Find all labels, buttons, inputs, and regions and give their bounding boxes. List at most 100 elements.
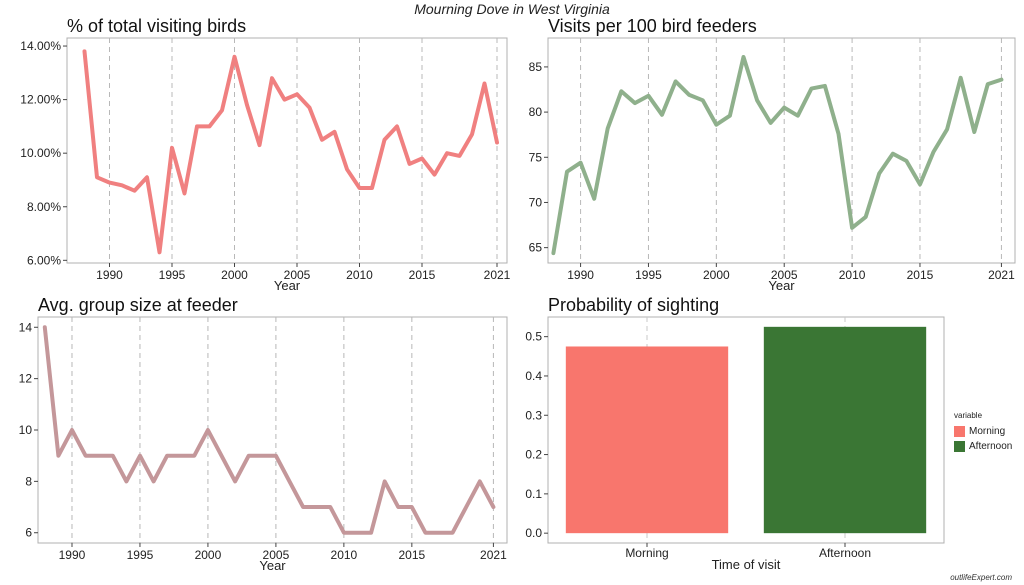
- panel1-data-point: [483, 82, 487, 86]
- panel2-ytick-label: 85: [529, 60, 543, 74]
- panel2-data-point: [972, 130, 976, 134]
- panel1-data-point: [408, 162, 412, 166]
- panel3-plot-frame: [37, 316, 508, 544]
- panel1-xtick-label: 2021: [484, 268, 511, 282]
- panel3-data-point: [301, 505, 305, 509]
- panel2-data-point: [701, 98, 705, 102]
- panel3-data-point: [315, 505, 319, 509]
- panel3-data-point: [423, 531, 427, 535]
- panel1-xlabel: Year: [274, 278, 301, 293]
- panel3-data-point: [165, 454, 169, 458]
- panel1-data-point: [195, 124, 199, 128]
- panel2-data-point: [660, 113, 664, 117]
- panel2-data-point: [986, 82, 990, 86]
- panel1-data-point: [83, 49, 87, 53]
- panel3-data-point: [152, 479, 156, 483]
- panel3-data-point: [84, 454, 88, 458]
- panel1-ytick-label: 10.00%: [20, 146, 61, 160]
- panel2-data-point: [850, 226, 854, 230]
- panel2-plot-frame: [547, 37, 1016, 264]
- panel3-data-point: [355, 531, 359, 535]
- panel2-data-point: [714, 123, 718, 127]
- panel3-ytick-label: 12: [19, 372, 33, 386]
- panel3-data-point: [369, 531, 373, 535]
- panel1-data-point: [95, 175, 99, 179]
- panel3-data-point: [138, 454, 142, 458]
- panel1-data-point: [258, 143, 262, 147]
- legend-label-morning: Morning: [969, 426, 1006, 437]
- panel1-data-point: [158, 250, 162, 254]
- panel1-data-point: [358, 186, 362, 190]
- panel2-data-point: [904, 159, 908, 163]
- panel2-data-point: [823, 84, 827, 88]
- figure-title: Mourning Dove in West Virginia: [414, 1, 610, 17]
- panel2-ytick-label: 75: [529, 150, 543, 164]
- panel3-data-point: [491, 505, 495, 509]
- watermark: outlifeExpert.com: [950, 573, 1012, 582]
- panel3-data-point: [97, 454, 101, 458]
- legend-label-afternoon: Afternoon: [969, 441, 1013, 452]
- panel2-data-point: [782, 106, 786, 110]
- panel2-data-point: [606, 126, 610, 130]
- panel3-data-point: [192, 454, 196, 458]
- panel3-xtick-label: 1990: [59, 548, 86, 562]
- panel2-xlabel: Year: [768, 278, 795, 293]
- panel1-ytick-label: 12.00%: [20, 93, 61, 107]
- panel4-ytick-label: 0.0: [525, 526, 542, 540]
- panel4-title: Probability of sighting: [548, 295, 719, 315]
- panel1-data-point: [270, 76, 274, 80]
- panel4-ytick-label: 0.1: [525, 487, 542, 501]
- panel2-data-point: [932, 150, 936, 154]
- panel2-data-point: [755, 98, 759, 102]
- panel1-data-point: [145, 175, 149, 179]
- panel1-data-point: [333, 130, 337, 134]
- panel2-xtick-label: 2021: [988, 268, 1015, 282]
- panel1-series-line: [82, 49, 499, 255]
- panel2-xtick-label: 1995: [635, 268, 662, 282]
- panel3-xlabel: Year: [259, 558, 286, 573]
- panel1-data-point: [233, 55, 237, 59]
- panel1-data-point: [295, 92, 299, 96]
- panel1-data-point: [320, 138, 324, 142]
- panel2-data-point: [619, 89, 623, 93]
- legend-title: variable: [954, 411, 983, 420]
- legend-swatch-afternoon: [954, 441, 965, 452]
- panel1-data-point: [370, 186, 374, 190]
- panel2-data-point: [959, 76, 963, 80]
- panel4-xtick-label: Afternoon: [819, 546, 871, 560]
- panel1-data-point: [283, 98, 287, 102]
- panel3-data-point: [396, 505, 400, 509]
- panel3-data-point: [451, 531, 455, 535]
- panel3-data-point: [179, 454, 183, 458]
- panel1-data-point: [420, 157, 424, 161]
- panel1-data-point: [183, 191, 187, 195]
- panel1-data-point: [120, 183, 124, 187]
- panel2-data-point: [945, 127, 949, 131]
- panel2-data-point: [999, 78, 1003, 82]
- panel4-xlabel: Time of visit: [712, 557, 781, 572]
- panel1-data-point: [308, 106, 312, 110]
- panel3-data-point: [478, 479, 482, 483]
- panel3-ytick-label: 14: [19, 320, 33, 334]
- panel3-ytick-label: 8: [25, 474, 32, 488]
- panel2-data-point: [837, 132, 841, 136]
- panel4-xtick-label: Morning: [625, 546, 668, 560]
- panel3-data-point: [220, 454, 224, 458]
- panel4-bar-morning: [565, 346, 729, 534]
- panel2-xtick-label: 2005: [771, 268, 798, 282]
- panel3-data-point: [410, 505, 414, 509]
- legend-item-afternoon: Afternoon: [954, 439, 1012, 454]
- panel1-xtick-label: 1995: [159, 268, 186, 282]
- panel2-data-point: [633, 101, 637, 105]
- panel1-data-point: [495, 140, 499, 144]
- panel3-data-point: [43, 325, 47, 329]
- panel2-data-point: [687, 93, 691, 97]
- panel1-data-point: [433, 173, 437, 177]
- panel3-ytick-label: 10: [19, 423, 33, 437]
- panel2-data-point: [769, 121, 773, 125]
- panel1-data-point: [108, 181, 112, 185]
- panel3-xtick-label: 2015: [398, 548, 425, 562]
- panel2-data-point: [728, 114, 732, 118]
- panel1-data-point: [220, 108, 224, 112]
